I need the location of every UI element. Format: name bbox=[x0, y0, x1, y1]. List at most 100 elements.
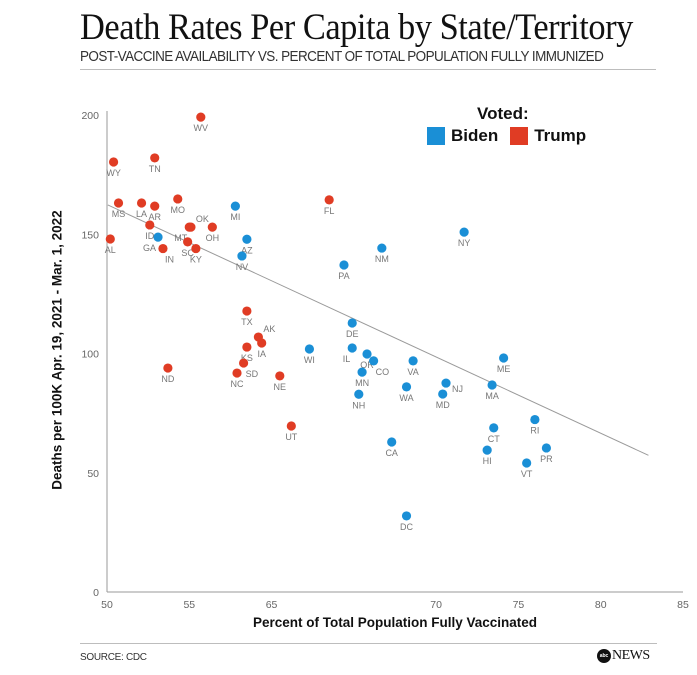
point-label-wa: WA bbox=[399, 393, 413, 403]
point-label-dc: DC bbox=[400, 522, 413, 532]
point-label-tn: TN bbox=[149, 164, 161, 174]
chart-title: Death Rates Per Capita by State/Territor… bbox=[80, 7, 633, 48]
point-sc bbox=[183, 237, 193, 247]
point-ar bbox=[150, 201, 160, 211]
point-label-pa: PA bbox=[338, 271, 349, 281]
point-label-or: OR bbox=[360, 360, 374, 370]
point-label-co: CO bbox=[376, 367, 390, 377]
point-id bbox=[145, 220, 155, 230]
point-label-mn: MN bbox=[355, 378, 369, 388]
point-nv bbox=[237, 251, 247, 261]
point-label-ri: RI bbox=[530, 426, 539, 436]
point-tn bbox=[150, 153, 160, 163]
legend-item-biden: Biden bbox=[427, 126, 498, 146]
point-oh bbox=[207, 222, 217, 232]
point-label-ca: CA bbox=[385, 448, 398, 458]
point-label-ak: AK bbox=[263, 324, 275, 334]
point-mo bbox=[173, 194, 183, 204]
point-az bbox=[242, 234, 252, 244]
point-nj bbox=[441, 378, 451, 388]
point-label-fl: FL bbox=[324, 206, 335, 216]
y-tick-label: 0 bbox=[93, 587, 99, 599]
point-label-mo: MO bbox=[171, 205, 186, 215]
point-label-ar: AR bbox=[148, 212, 161, 222]
point-va bbox=[408, 356, 418, 366]
point-label-az: AZ bbox=[241, 245, 253, 255]
point-label-id: ID bbox=[145, 231, 155, 241]
point-label-in: IN bbox=[165, 255, 174, 265]
point-label-nc: NC bbox=[231, 379, 244, 389]
source-note: SOURCE: CDC bbox=[80, 652, 147, 663]
point-label-tx: TX bbox=[241, 317, 253, 327]
point-wi bbox=[304, 344, 315, 354]
point-mi bbox=[230, 201, 240, 211]
y-tick-label: 100 bbox=[81, 349, 99, 361]
legend-label-biden: Biden bbox=[451, 126, 499, 145]
point-label-ms: MS bbox=[112, 209, 126, 219]
point-ms bbox=[113, 198, 124, 208]
point-label-nm: NM bbox=[375, 254, 389, 264]
point-ct bbox=[489, 423, 499, 433]
point-ne bbox=[275, 371, 285, 381]
point-al bbox=[105, 234, 115, 244]
point-ga bbox=[153, 232, 163, 242]
x-axis-label: Percent of Total Population Fully Vaccin… bbox=[252, 615, 538, 630]
point-label-nv: NV bbox=[236, 262, 249, 272]
legend-swatch-trump bbox=[510, 127, 529, 145]
point-label-mt: MT bbox=[174, 233, 187, 243]
y-tick-label: 50 bbox=[87, 468, 99, 480]
point-label-de: DE bbox=[346, 329, 359, 339]
point-label-va: VA bbox=[407, 367, 418, 377]
point-label-pr: PR bbox=[540, 454, 553, 464]
point-ri bbox=[530, 414, 540, 425]
y-tick-label: 200 bbox=[81, 110, 99, 122]
x-tick-label: 65 bbox=[266, 599, 278, 611]
point-ma bbox=[487, 380, 497, 390]
chart-subtitle: POST-VACCINE AVAILABILITY VS. PERCENT OF… bbox=[80, 49, 604, 65]
point-label-wi: WI bbox=[304, 355, 315, 365]
y-axis-label: Deaths per 100K Apr. 19, 2021 - Mar. 1, … bbox=[49, 210, 65, 490]
point-ks bbox=[242, 342, 252, 352]
point-co bbox=[369, 356, 379, 366]
point-label-al: AL bbox=[105, 245, 116, 255]
point-label-il: IL bbox=[343, 354, 351, 364]
point-label-sd: SD bbox=[246, 369, 259, 379]
point-label-mi: MI bbox=[230, 212, 240, 222]
point-label-nd: ND bbox=[161, 374, 174, 384]
point-ut bbox=[286, 421, 296, 431]
point-tx bbox=[242, 306, 252, 316]
point-nd bbox=[163, 363, 173, 373]
point-label-ky: KY bbox=[190, 255, 202, 265]
point-me bbox=[499, 353, 509, 363]
point-label-ga: GA bbox=[143, 243, 156, 253]
point-label-wv: WV bbox=[194, 123, 209, 133]
x-tick-label: 55 bbox=[183, 599, 195, 611]
point-label-hi: HI bbox=[483, 456, 492, 466]
point-in bbox=[158, 243, 168, 254]
legend-label-trump: Trump bbox=[534, 126, 587, 145]
point-label-md: MD bbox=[436, 400, 450, 410]
point-sd bbox=[238, 358, 249, 368]
point-label-ny: NY bbox=[458, 238, 471, 248]
point-wy bbox=[108, 157, 119, 167]
point-ky bbox=[191, 243, 201, 254]
point-ca bbox=[387, 437, 397, 447]
footer-divider bbox=[80, 643, 657, 644]
point-vt bbox=[522, 458, 532, 468]
point-or bbox=[362, 349, 372, 359]
y-tick-label: 150 bbox=[81, 229, 99, 241]
point-label-oh: OH bbox=[206, 233, 220, 243]
legend: Biden Trump bbox=[427, 126, 598, 146]
abc-news-logo: abc NEWS bbox=[597, 648, 650, 664]
point-ia bbox=[257, 338, 267, 348]
x-tick-label: 50 bbox=[101, 599, 113, 611]
point-nh bbox=[354, 389, 364, 399]
point-dc bbox=[401, 511, 412, 521]
x-tick-label: 70 bbox=[430, 599, 442, 611]
point-md bbox=[438, 389, 448, 399]
